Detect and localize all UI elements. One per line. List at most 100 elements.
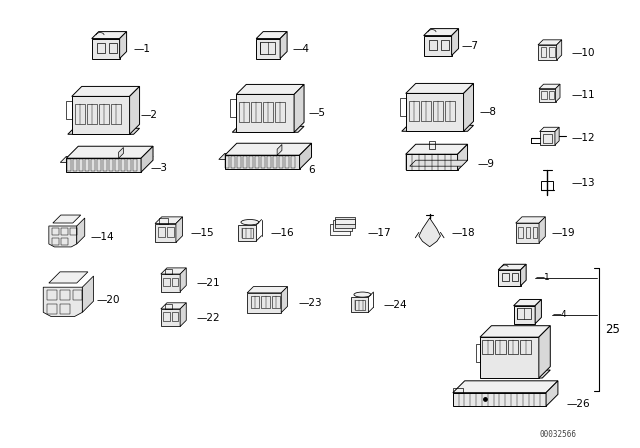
Bar [476, 344, 480, 362]
Polygon shape [402, 125, 474, 131]
Polygon shape [247, 293, 281, 313]
Polygon shape [219, 153, 312, 159]
Bar [172, 312, 179, 321]
Bar [120, 159, 125, 171]
Bar [158, 227, 164, 237]
Bar [79, 159, 83, 171]
Bar [109, 43, 116, 52]
Text: 25: 25 [605, 323, 620, 336]
Bar [541, 181, 553, 190]
Bar [525, 227, 530, 238]
Polygon shape [330, 224, 350, 235]
Bar [249, 156, 253, 168]
Bar [237, 156, 241, 168]
Bar [502, 273, 509, 281]
Bar [243, 156, 248, 168]
Polygon shape [180, 268, 186, 292]
Polygon shape [238, 225, 256, 241]
Bar [61, 238, 68, 245]
Bar [543, 134, 552, 142]
Polygon shape [77, 218, 84, 244]
Bar [230, 99, 236, 117]
Bar [445, 101, 454, 121]
Text: —14: —14 [91, 232, 115, 242]
Polygon shape [72, 86, 140, 96]
Polygon shape [453, 381, 558, 393]
Polygon shape [406, 154, 458, 170]
Polygon shape [480, 337, 539, 378]
Polygon shape [499, 270, 520, 286]
Polygon shape [406, 144, 468, 154]
Bar [518, 227, 523, 238]
Bar [84, 159, 89, 171]
Text: —26: —26 [566, 400, 590, 409]
Bar [127, 159, 131, 171]
Polygon shape [463, 83, 474, 131]
Bar [102, 159, 107, 171]
Bar [532, 227, 537, 238]
Text: —21: —21 [196, 278, 220, 288]
Text: —10: —10 [572, 47, 595, 57]
Bar [440, 39, 449, 50]
Bar [97, 159, 101, 171]
Polygon shape [540, 127, 559, 131]
Polygon shape [538, 45, 557, 60]
Polygon shape [452, 29, 459, 56]
Polygon shape [406, 93, 463, 131]
Polygon shape [60, 156, 153, 162]
Bar [109, 159, 113, 171]
Text: —24: —24 [384, 300, 408, 310]
Bar [420, 101, 431, 121]
Polygon shape [539, 89, 556, 102]
Text: —15: —15 [191, 228, 214, 238]
Bar [163, 278, 170, 286]
Polygon shape [351, 297, 369, 312]
Polygon shape [67, 146, 153, 158]
Polygon shape [129, 86, 140, 134]
Bar [251, 297, 259, 308]
Text: —23: —23 [298, 298, 322, 308]
Polygon shape [49, 226, 77, 247]
Bar [549, 47, 555, 57]
Polygon shape [539, 326, 550, 378]
Polygon shape [513, 306, 535, 324]
Polygon shape [520, 264, 526, 286]
Bar [517, 308, 531, 319]
Polygon shape [458, 144, 468, 170]
Polygon shape [516, 217, 545, 223]
Bar [400, 99, 406, 116]
Text: —22: —22 [196, 313, 220, 323]
Text: —17: —17 [368, 228, 392, 238]
Bar [273, 156, 277, 168]
Polygon shape [483, 370, 550, 378]
Text: —2: —2 [141, 110, 157, 121]
Polygon shape [453, 393, 546, 406]
Bar [285, 156, 289, 168]
Polygon shape [335, 217, 355, 228]
Bar [508, 340, 518, 354]
Polygon shape [68, 128, 140, 134]
Bar [520, 340, 531, 354]
Bar [67, 159, 71, 171]
Polygon shape [83, 276, 93, 312]
Bar [483, 340, 493, 354]
Text: —3: —3 [150, 163, 168, 173]
Polygon shape [410, 160, 468, 166]
Text: 6: 6 [308, 165, 315, 175]
Polygon shape [155, 224, 176, 242]
Text: —19: —19 [551, 228, 575, 238]
Bar [541, 91, 547, 99]
Polygon shape [141, 146, 153, 172]
Bar [409, 101, 419, 121]
Polygon shape [161, 274, 180, 292]
Bar [433, 101, 443, 121]
Text: —1: —1 [535, 273, 550, 282]
Polygon shape [225, 155, 300, 169]
Text: —4: —4 [552, 310, 567, 319]
Polygon shape [294, 84, 304, 132]
Bar [231, 156, 236, 168]
Bar [548, 91, 554, 99]
Polygon shape [555, 127, 559, 145]
Text: —11: —11 [572, 90, 595, 100]
Polygon shape [44, 287, 83, 317]
